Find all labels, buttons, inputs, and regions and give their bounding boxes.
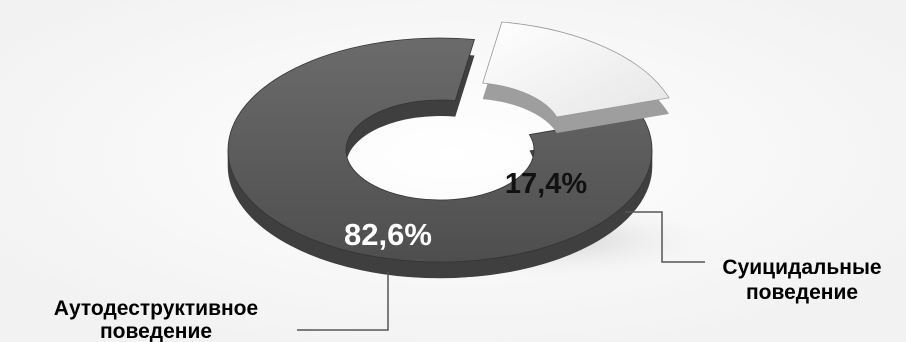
category-label-suicidal-line1: Суицидальные: [722, 256, 881, 279]
category-label-autodestructive-line2: поведение: [100, 320, 212, 342]
slice-autodestructive: [227, 37, 653, 263]
slice-suicidal: [482, 21, 670, 118]
leader-line-autodestructive: [297, 272, 389, 331]
category-label-suicidal-line2: поведение: [746, 281, 858, 304]
data-label-autodestructive: 82,6%: [344, 217, 432, 252]
leader-line-suicidal: [625, 211, 705, 263]
data-label-suicidal: 17,4%: [505, 168, 587, 200]
category-label-autodestructive-line1: Аутодеструктивное: [54, 297, 258, 320]
